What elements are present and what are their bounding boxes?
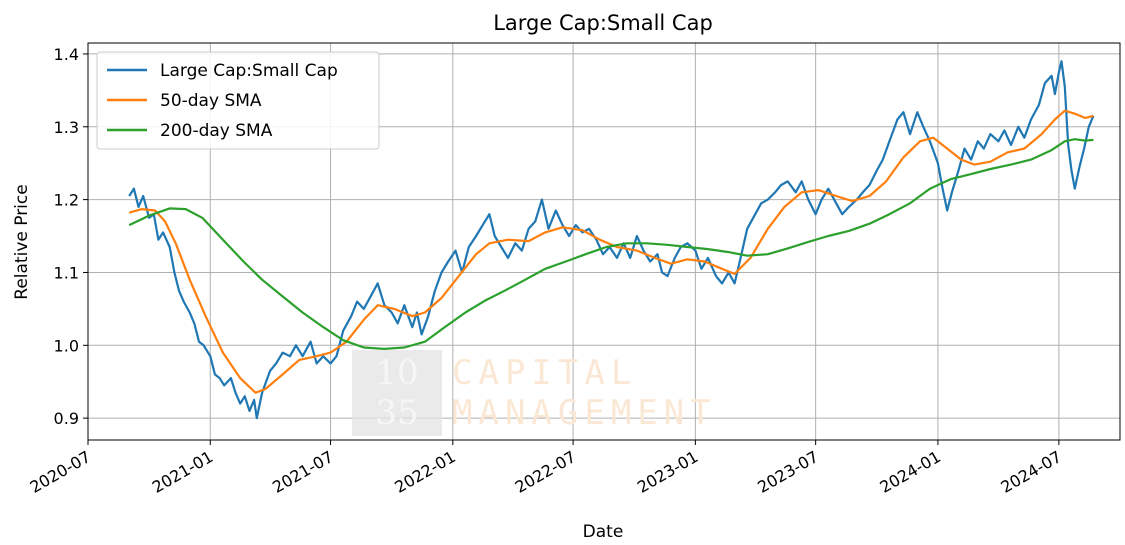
- x-tick-label: 2021-01: [149, 447, 216, 497]
- legend-label-1: Large Cap:Small Cap: [160, 61, 338, 81]
- x-axis-label: Date: [583, 522, 624, 542]
- legend: Large Cap:Small Cap 50-day SMA 200-day SMA: [96, 51, 380, 150]
- y-tick-label: 1.3: [54, 118, 79, 137]
- x-tick-label: 2021-07: [269, 447, 336, 497]
- y-tick-label: 0.9: [54, 409, 79, 428]
- watermark-line-4: MANAGEMENT: [452, 393, 717, 433]
- legend-label-3: 200-day SMA: [160, 121, 273, 141]
- x-tick-label: 2023-07: [754, 447, 821, 497]
- legend-box: [96, 51, 380, 150]
- x-tick-label: 2022-01: [391, 447, 458, 497]
- x-tick-label: 2024-07: [997, 447, 1064, 497]
- watermark-line-2: 35: [375, 393, 418, 433]
- x-tick-label: 2024-01: [877, 447, 944, 497]
- series-line-1: [128, 60, 1095, 420]
- series-line-3: [128, 138, 1094, 350]
- legend-label-2: 50-day SMA: [160, 91, 262, 111]
- axes-frame: [87, 42, 1121, 441]
- x-tick-label: 2022-07: [512, 447, 579, 497]
- series-line-2: [128, 109, 1094, 394]
- y-tick-label: 1.0: [54, 336, 79, 355]
- x-tick-label: 2020-07: [27, 447, 94, 497]
- watermark: 10 35 CAPITAL MANAGEMENT: [352, 350, 717, 436]
- watermark-box: [352, 350, 442, 436]
- watermark-line-1: 10: [375, 353, 418, 393]
- y-axis-label: Relative Price: [12, 184, 32, 299]
- y-tick-label: 1.4: [54, 45, 79, 64]
- x-tick-label: 2023-01: [634, 447, 701, 497]
- x-axis: 2020-07 2021-01 2021-07 2022-01 2022-07 2023-…: [27, 440, 1065, 497]
- y-tick-label: 1.1: [54, 263, 79, 282]
- series-layer: [128, 60, 1095, 420]
- y-tick-label: 1.2: [54, 191, 79, 210]
- watermark-line-3: CAPITAL: [452, 353, 637, 393]
- y-axis: 0.9 1.0 1.1 1.2 1.3 1.4: [54, 45, 88, 428]
- chart-title: Large Cap:Small Cap: [493, 11, 713, 35]
